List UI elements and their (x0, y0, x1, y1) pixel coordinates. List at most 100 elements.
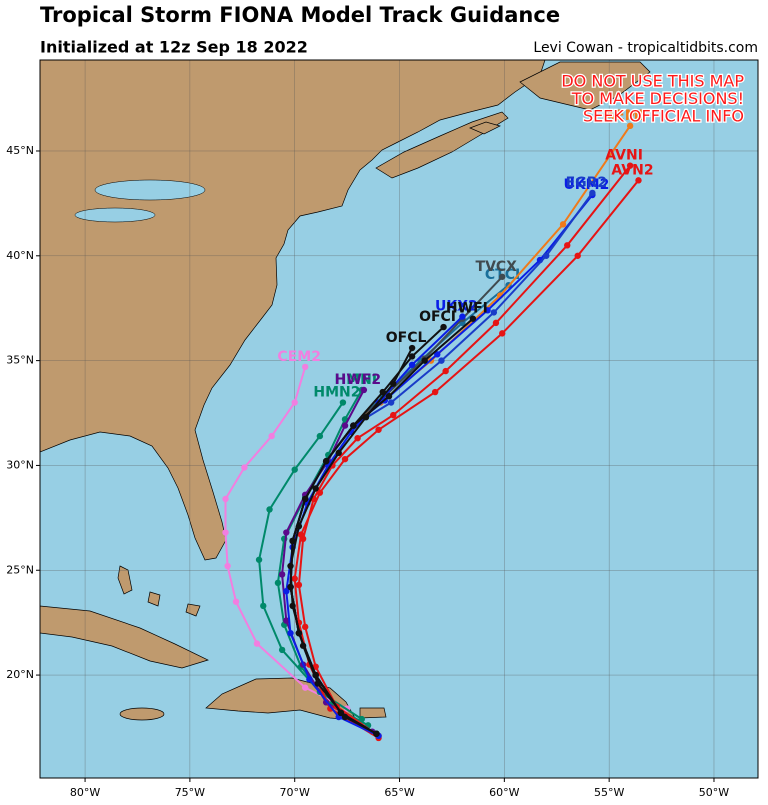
track-line (289, 347, 413, 735)
track-point (291, 466, 298, 473)
y-tick-label: 40°N (6, 249, 34, 262)
track-point (287, 629, 294, 637)
track-point (316, 489, 324, 496)
frame (39, 59, 759, 779)
track-point (297, 531, 305, 538)
model-label: EGR2 (566, 175, 608, 191)
title: Tropical Storm FIONA Model Track Guidanc… (40, 3, 560, 27)
track-point (316, 432, 324, 440)
track-point (299, 642, 307, 649)
track-point (224, 562, 231, 570)
warning-line: TO MAKE DECISIONS! (571, 89, 744, 108)
warning-line: DO NOT USE THIS MAP (561, 72, 744, 91)
track-point (564, 242, 571, 249)
track-point (291, 575, 298, 582)
model-label: AVNI (605, 148, 643, 164)
track-point (283, 529, 290, 536)
y-tick-label: 30°N (6, 458, 34, 471)
model-label: OFCL (386, 330, 427, 346)
warning-line: SEEK OFFICIAL INFO (583, 107, 744, 126)
track-point (373, 730, 380, 737)
model-label: AEMI (604, 108, 644, 124)
track-point (291, 399, 298, 406)
x-tick-label: 50°W (699, 786, 729, 799)
track-point (440, 323, 447, 331)
track-point (559, 221, 567, 228)
model-label: HWF2 (335, 372, 381, 388)
track-point (274, 579, 282, 587)
track-point (499, 273, 506, 280)
track-point (222, 495, 229, 503)
track-point (574, 252, 581, 259)
track-point (375, 426, 382, 433)
track-point (442, 367, 449, 375)
track-point (499, 330, 506, 337)
y-tick-label: 45°N (6, 144, 34, 157)
track-point (312, 485, 319, 492)
track-point (335, 449, 342, 457)
track-point (350, 422, 357, 429)
track-point (492, 319, 500, 327)
model-label: HMNI (335, 372, 378, 388)
track-point (255, 556, 263, 563)
track-point (354, 434, 361, 442)
track-point (322, 458, 330, 465)
track-point (408, 353, 416, 360)
track-point (387, 399, 395, 406)
graticule: 80°W 75°W 70°W 65°W 60°W 55°W 50°W 20°N 25°N 30°N… (6, 60, 758, 799)
track-point (408, 361, 416, 369)
track-point (232, 598, 240, 605)
track-point (360, 386, 368, 394)
y-tick-label: 20°N (6, 668, 34, 681)
track-point (283, 588, 290, 595)
track-point (362, 414, 370, 421)
track-point (635, 177, 642, 184)
track-point (278, 646, 286, 654)
x-tick-label: 80°W (70, 786, 100, 799)
x-tick-label: 60°W (489, 786, 519, 799)
track-point (222, 529, 229, 536)
tracks: CEM2HMN2HMNIHWF2CTCITVCXAEMIUKM2EGR2AVNI… (222, 108, 654, 742)
model-label: TVCX (476, 259, 518, 275)
track-point (589, 189, 596, 197)
x-tick-label: 70°W (280, 786, 310, 799)
model-label: AVN2 (611, 162, 653, 178)
credit: Levi Cowan - tropicaltidbits.com (533, 40, 758, 56)
model-label: OFCI (419, 309, 456, 325)
track-point (301, 363, 309, 371)
track-point (434, 351, 441, 358)
track-point (626, 162, 634, 169)
track-point (390, 411, 397, 419)
track-point (341, 422, 349, 429)
track-point (341, 713, 349, 721)
track-point (339, 399, 347, 406)
track-point (266, 506, 273, 513)
track-point (341, 455, 349, 463)
track-point (469, 315, 477, 322)
track-point (459, 313, 466, 320)
track-point (390, 380, 397, 387)
track-point (543, 252, 550, 259)
model-label: UKX2 (435, 299, 478, 315)
y-tick-label: 35°N (6, 354, 34, 367)
subtitle: Initialized at 12z Sep 18 2022 (40, 38, 308, 57)
track-point (408, 344, 416, 352)
track-point (626, 122, 634, 130)
track-point (295, 581, 303, 589)
track-point (287, 562, 294, 570)
track-point (295, 523, 303, 530)
track-point (241, 464, 248, 471)
track-point (301, 495, 309, 503)
x-tick-label: 65°W (384, 786, 414, 799)
track-point (431, 388, 439, 396)
track-point (484, 307, 491, 314)
track-point (490, 309, 498, 316)
x-tick-label: 55°W (594, 786, 624, 799)
x-tick-label: 75°W (175, 786, 205, 799)
track-point (278, 571, 286, 578)
track-point (260, 602, 267, 610)
track-point (253, 640, 261, 647)
